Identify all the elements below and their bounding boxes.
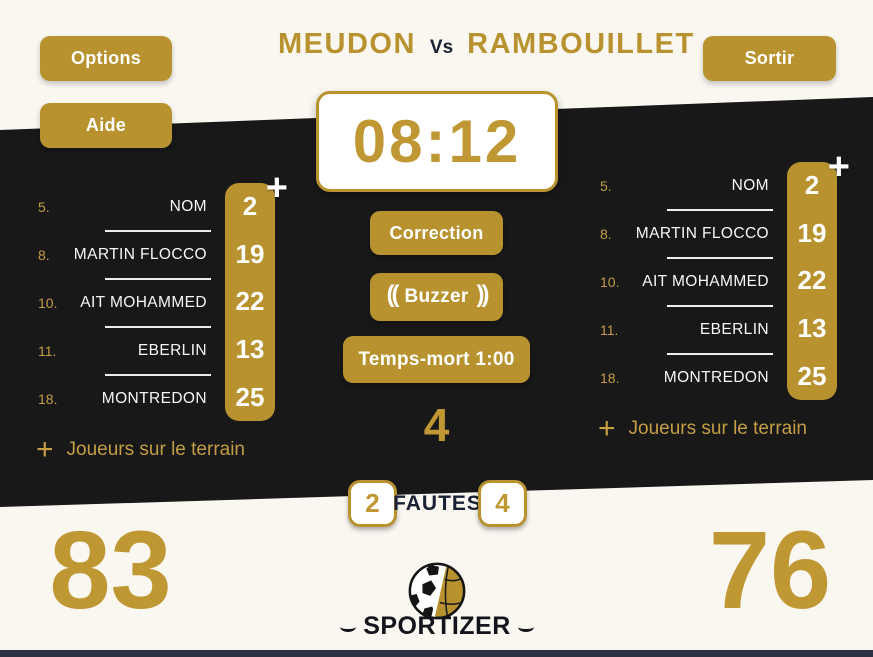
player-number: 18. — [38, 391, 58, 407]
sportizer-wordmark: SPORTIZER — [363, 612, 511, 640]
plus-icon: + — [36, 433, 54, 466]
row-separator — [105, 278, 211, 280]
player-number: 10. — [600, 274, 620, 290]
player-name: AIT MOHAMMED — [80, 294, 207, 311]
team-name-left: MEUDON — [278, 28, 416, 60]
player-points[interactable]: 13 — [797, 313, 827, 344]
player-points-column: 2 19 22 13 25 + — [225, 169, 288, 421]
aide-button[interactable]: Aide — [40, 103, 172, 148]
player-name: EBERLIN — [699, 321, 769, 338]
players-on-court-label: Joueurs sur le terrain — [628, 418, 807, 439]
timeout-button[interactable]: Temps-mort 1:00 — [343, 336, 530, 383]
add-points-icon[interactable]: + — [827, 146, 850, 188]
player-row[interactable]: 8. MARTIN FLOCCO — [592, 210, 782, 258]
players-on-court-label: Joueurs sur le terrain — [66, 439, 245, 460]
player-number: 5. — [600, 178, 612, 194]
player-points[interactable]: 19 — [235, 238, 265, 269]
player-row[interactable]: 5. NOM — [30, 183, 220, 231]
player-points[interactable]: 25 — [797, 360, 827, 391]
row-separator — [667, 305, 773, 307]
player-name: NOM — [731, 177, 769, 194]
fouls-count-left[interactable]: 2 — [348, 480, 397, 527]
buzzer-button[interactable]: (( Buzzer )) — [370, 273, 503, 321]
player-number: 11. — [600, 322, 619, 338]
player-number: 10. — [38, 295, 58, 311]
team-name-right: RAMBOUILLET — [467, 28, 695, 60]
add-points-icon[interactable]: + — [265, 167, 288, 209]
player-points-column: 2 19 22 13 25 + — [787, 148, 850, 400]
sportizer-logo: SPORTIZER — [337, 612, 537, 641]
sound-wave-right-icon: )) — [476, 281, 490, 308]
player-name: MONTREDON — [101, 390, 207, 407]
options-button[interactable]: Options — [40, 36, 172, 81]
team-panel-right: 5. NOM 8. MARTIN FLOCCO 10. AIT MOHAMMED… — [592, 148, 850, 452]
player-row[interactable]: 10. AIT MOHAMMED — [592, 258, 782, 306]
bottom-bar — [0, 650, 873, 657]
player-number: 8. — [600, 226, 612, 242]
player-name: MARTIN FLOCCO — [73, 246, 207, 263]
player-number: 5. — [38, 199, 50, 215]
row-separator — [105, 374, 211, 376]
row-separator — [667, 209, 773, 211]
player-name: NOM — [169, 198, 207, 215]
row-separator — [105, 326, 211, 328]
vs-label: Vs — [429, 37, 454, 58]
fouls-label: FAUTES — [393, 491, 482, 515]
row-separator — [667, 353, 773, 355]
player-name: EBERLIN — [137, 342, 207, 359]
plus-icon: + — [598, 412, 616, 445]
player-row[interactable]: 5. NOM — [592, 162, 782, 210]
player-row[interactable]: 18. MONTREDON — [30, 375, 220, 423]
game-clock[interactable]: 08:12 — [316, 91, 558, 192]
sound-wave-left-icon: (( — [386, 281, 399, 308]
row-separator — [667, 257, 773, 259]
row-separator — [105, 230, 211, 232]
buzzer-label: Buzzer — [404, 286, 469, 307]
player-points[interactable]: 25 — [235, 381, 265, 412]
player-number: 11. — [38, 343, 57, 359]
team-panel-left: 5. NOM 8. MARTIN FLOCCO 10. AIT MOHAMMED… — [30, 169, 288, 473]
player-points[interactable]: 19 — [797, 217, 827, 248]
sortir-button[interactable]: Sortir — [703, 36, 836, 81]
player-name: AIT MOHAMMED — [642, 273, 769, 290]
players-on-court-button[interactable]: + Joueurs sur le terrain — [598, 414, 807, 444]
sportizer-ball-icon — [408, 562, 466, 620]
player-points[interactable]: 22 — [235, 286, 265, 317]
player-row[interactable]: 10. AIT MOHAMMED — [30, 279, 220, 327]
swash-right-icon — [517, 622, 534, 632]
player-row[interactable]: 8. MARTIN FLOCCO — [30, 231, 220, 279]
team-score-right[interactable]: 76 — [708, 509, 832, 632]
player-points[interactable]: 2 — [804, 170, 820, 201]
correction-button[interactable]: Correction — [370, 211, 503, 255]
player-row[interactable]: 18. MONTREDON — [592, 354, 782, 402]
player-row[interactable]: 11. EBERLIN — [592, 306, 782, 354]
player-points[interactable]: 13 — [235, 334, 265, 365]
player-name: MONTREDON — [663, 369, 769, 386]
team-score-left[interactable]: 83 — [49, 509, 172, 632]
player-points[interactable]: 22 — [797, 265, 827, 296]
player-row[interactable]: 11. EBERLIN — [30, 327, 220, 375]
period-number: 4 — [423, 399, 450, 451]
match-title: MEUDON Vs RAMBOUILLET — [278, 28, 695, 61]
player-points[interactable]: 2 — [242, 191, 258, 222]
player-number: 8. — [38, 247, 50, 263]
player-name: MARTIN FLOCCO — [635, 225, 769, 242]
player-number: 18. — [600, 370, 620, 386]
swash-left-icon — [340, 622, 357, 632]
players-on-court-button[interactable]: + Joueurs sur le terrain — [36, 435, 245, 465]
fouls-count-right[interactable]: 4 — [478, 480, 527, 527]
